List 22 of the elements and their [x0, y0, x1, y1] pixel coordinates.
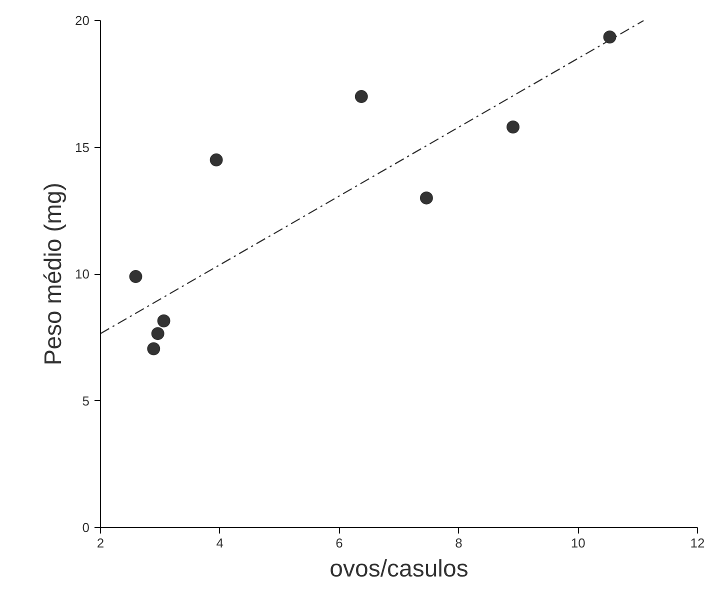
point [151, 327, 164, 340]
point [420, 191, 433, 204]
point [129, 270, 142, 284]
x-tick-label: 4 [216, 536, 224, 550]
x-tick-label: 8 [455, 536, 462, 550]
x-tick-label: 2 [96, 536, 104, 550]
point [354, 90, 368, 104]
point [147, 342, 160, 356]
y-tick-label: 10 [75, 266, 90, 282]
x-tick-label: 10 [570, 536, 586, 550]
point [157, 314, 170, 328]
point [603, 30, 616, 44]
x-tick-label: 6 [336, 536, 343, 550]
y-tick-label: 20 [75, 13, 90, 28]
point [506, 120, 520, 134]
y-axis-title: Peso médio (mg) [40, 182, 68, 366]
point [210, 153, 223, 166]
y-tick-label: 5 [82, 393, 90, 408]
x-axis-title: ovos/casulos [330, 556, 468, 582]
x-tick-label: 12 [690, 536, 705, 550]
y-tick-label: 15 [75, 140, 90, 155]
y-tick-label: 0 [82, 520, 90, 535]
